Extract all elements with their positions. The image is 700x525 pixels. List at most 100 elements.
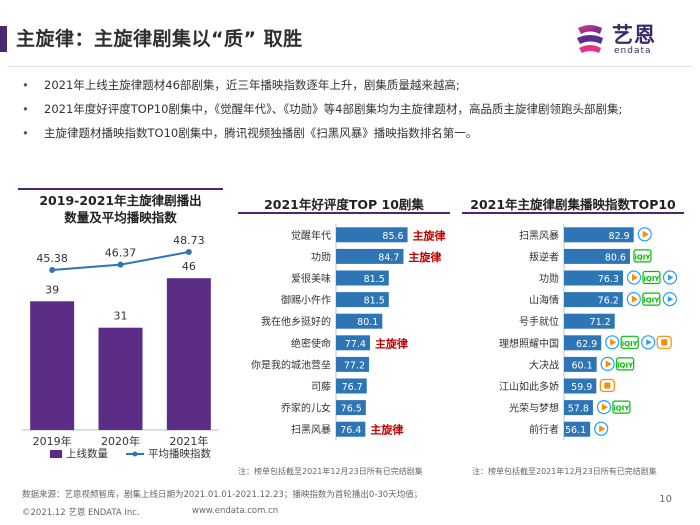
value-label: 85.6 [382,231,403,242]
mid-chart-title: 2021年好评度TOP 10剧集 [264,197,424,212]
tencent-video-icon-play [631,274,638,281]
left-panel-rule [18,188,223,190]
endata-logo-icon [577,25,603,53]
value-bar [336,378,367,394]
footer-source: 数据来源：艺恩视频智库，剧集上线日期为2021.01.01-2021.12.23… [22,490,423,500]
value-bar [564,356,597,372]
main-theme-tag: 主旋律 [370,423,403,437]
right-chart-note: 注：榜单包括截至2021年12月23日所有已完结剧集 [472,467,657,476]
legend-line-label: 平均播映指数 [148,447,211,460]
value-bar [564,270,623,286]
value-bar [564,227,634,243]
category-label: 觉醒年代 [291,229,331,242]
category-label: 山海情 [529,294,559,307]
value-bar [336,270,389,286]
tencent-video-icon-play [599,425,606,433]
category-label: 光荣与梦想 [509,402,559,415]
bar-count [30,301,75,430]
legend-line-dot [132,451,138,457]
left-chart-title-line2: 数量及平均播映指数 [64,210,177,225]
mango-tv-icon-mark [604,382,611,389]
value-bar [336,313,383,329]
category-label: 爱很美味 [291,272,331,285]
tencent-video-icon-play [631,295,638,303]
bar-count [98,327,143,430]
value-label: 76.3 [598,274,619,285]
value-label: 60.1 [572,360,593,371]
title-accent-bar [0,26,7,52]
iqiyi-icon-text: iQIY [617,361,634,369]
category-label: 前行者 [529,423,559,436]
value-bar [564,378,597,394]
page-number: 10 [659,494,672,505]
value-bar [564,292,623,308]
mid-chart-note: 注：榜单包括截至2021年12月23日所有已完结剧集 [238,467,423,476]
bullet-item: 2021年上线主旋律题材46部剧集，近三年播映指数逐年上升，剧集质量越来越高; [22,76,672,94]
bar-count-label: 46 [182,260,196,273]
left-combo-chart: 39 2019年 31 2020年 46 2021年 45.38 46.37 48.73 上线数量… [22,234,219,460]
iqiyi-icon [616,357,635,371]
category-label: 司藤 [311,381,331,393]
value-bar [336,421,366,437]
value-label: 77.2 [344,360,365,371]
logo-text-cn: 艺恩 [612,23,656,47]
value-bar [564,400,593,416]
avg-index-label: 45.38 [36,252,68,265]
value-bar [336,248,404,264]
iqiyi-icon-text: iQIY [613,405,630,413]
value-bar [336,400,366,416]
value-label: 76.2 [598,296,619,307]
avg-index-point [185,249,192,255]
value-label: 84.7 [378,252,399,263]
category-label: 我在他乡挺好的 [261,315,331,328]
iqiyi-icon-text: iQIY [643,297,660,305]
iqiyi-icon [620,335,639,349]
page-title: 主旋律：主旋律剧集以“质” 取胜 [16,28,303,50]
avg-index-point [49,267,56,273]
value-label: 59.9 [571,382,592,393]
avg-index-point [117,261,124,268]
bar-count [166,278,211,430]
iqiyi-icon [633,249,652,263]
value-label: 81.5 [364,274,385,285]
tencent-video-icon-play [605,360,612,368]
value-label: 62.9 [576,339,597,350]
category-label: 扫黑风暴 [519,229,559,242]
youku-icon-play [667,274,674,281]
right-chart-title: 2021年主旋律剧集播映指数TOP10 [470,197,676,212]
category-label: 功勋 [539,272,559,285]
value-bar [564,421,591,437]
left-chart-title: 2019-2021年主旋律剧播出 数量及平均播映指数 [18,192,223,226]
main-theme-tag: 主旋律 [375,336,408,350]
avg-index-label: 48.73 [173,234,205,247]
x-tick-label: 2019年 [33,434,72,448]
bullet-item: 2021年度好评度TOP10剧集中，《觉醒年代》、《功勋》等4部剧集均为主旋律题… [22,100,672,118]
x-tick-label: 2020年 [101,434,140,448]
category-label: 功勋 [311,250,331,263]
right-bar-chart: 扫黑风暴 82.9 叛逆者 80.6 iQIY 功勋 76.3 iQIY 山海情 76.2 iQIY… [499,224,678,440]
bar-count-label: 31 [114,310,128,323]
summary-bullets: 2021年上线主旋律题材46部剧集，近三年播映指数逐年上升，剧集质量越来越高; … [22,76,672,148]
logo-text-en: endata [614,46,652,56]
category-label: 大决战 [529,358,559,371]
value-label: 82.9 [609,231,630,242]
tencent-video-icon-play [601,403,608,411]
category-label: 御赐小仵作 [281,294,331,307]
category-label: 乔家的儿女 [281,402,331,415]
value-label: 76.5 [341,404,362,415]
footer-copyright: ©2021.12 艺恩 ENDATA Inc. [22,508,140,518]
main-theme-tag: 主旋律 [408,250,441,264]
value-label: 76.4 [340,425,361,436]
tencent-video-icon-play [610,338,617,346]
value-label: 56.1 [565,425,586,436]
endata-logo: 艺恩 endata [572,16,682,60]
tencent-video-icon-play [642,230,649,238]
iqiyi-icon-text: iQIY [622,340,639,348]
value-bar [336,335,370,351]
iqiyi-icon [612,400,631,414]
value-bar [564,335,602,351]
bullet-item: 主旋律题材播映指数TO10剧集中，腾讯视频独播剧《扫黑风暴》播映指数排名第一。 [22,124,672,142]
youku-icon-play [667,296,674,303]
left-chart-title-line1: 2019-2021年主旋律剧播出 [39,193,202,208]
